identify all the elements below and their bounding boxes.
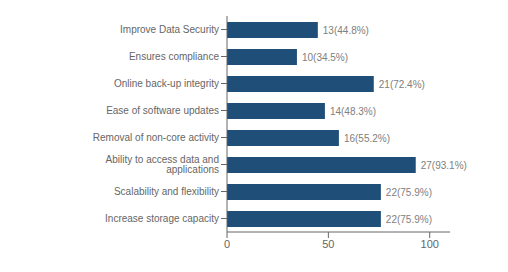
svg-text:100: 100 (421, 238, 439, 250)
svg-text:13(44.8%): 13(44.8%) (323, 25, 369, 36)
svg-text:22(75.9%): 22(75.9%) (386, 187, 432, 198)
svg-text:Improve Data Security: Improve Data Security (120, 24, 219, 35)
svg-text:50: 50 (322, 238, 334, 250)
svg-text:0: 0 (224, 238, 230, 250)
svg-text:Removal of non-core activity: Removal of non-core activity (93, 132, 219, 143)
svg-text:Ensures compliance: Ensures compliance (129, 51, 219, 62)
svg-text:10(34.5%): 10(34.5%) (302, 52, 348, 63)
svg-text:16(55.2%): 16(55.2%) (344, 133, 390, 144)
svg-text:Scalability and flexibility: Scalability and flexibility (114, 186, 219, 197)
svg-text:27(93.1%): 27(93.1%) (421, 160, 467, 171)
svg-text:Increase storage capacity: Increase storage capacity (105, 213, 219, 224)
svg-text:21(72.4%): 21(72.4%) (379, 79, 425, 90)
svg-text:Ability to access data andappl: Ability to access data andapplications (106, 154, 219, 175)
svg-text:14(48.3%): 14(48.3%) (330, 106, 376, 117)
svg-text:22(75.9%): 22(75.9%) (386, 214, 432, 225)
svg-text:Ease of software updates: Ease of software updates (106, 105, 219, 116)
svg-text:Online back-up integrity: Online back-up integrity (114, 78, 219, 89)
